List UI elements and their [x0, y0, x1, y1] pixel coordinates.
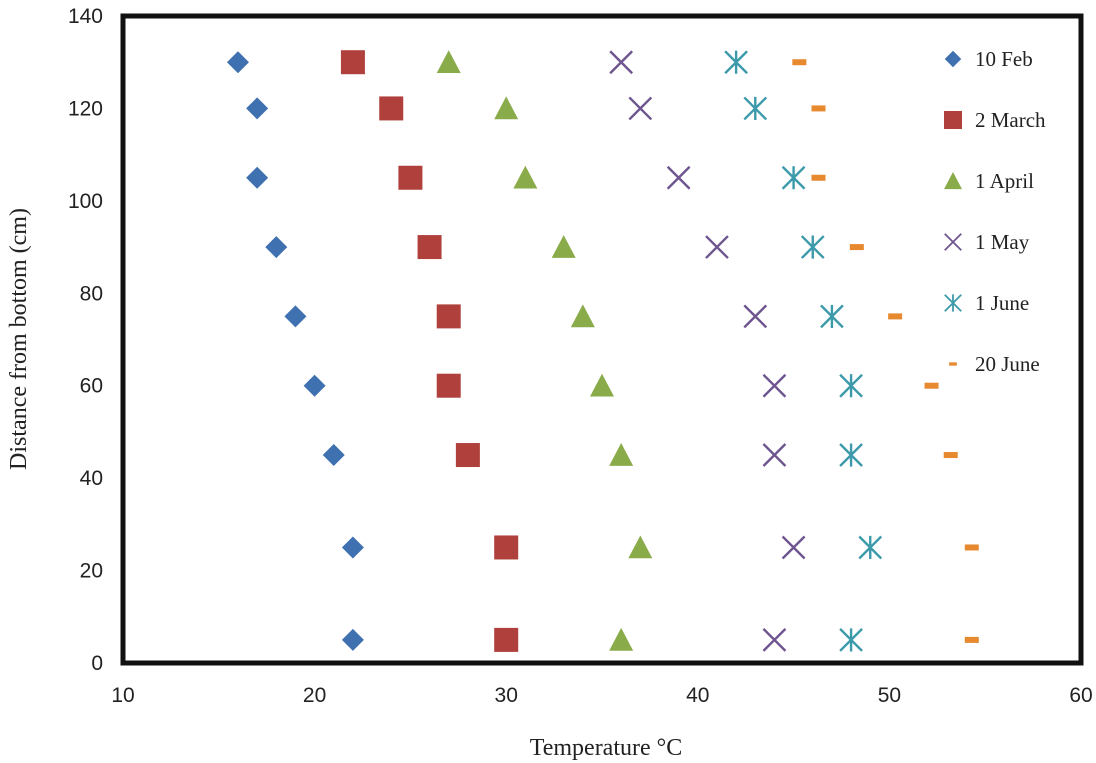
- point-1-april: [551, 235, 576, 258]
- plot-frame: [120, 13, 1084, 666]
- point-1-may: [781, 535, 806, 560]
- x-tick-label: 40: [686, 684, 709, 707]
- point-10-feb: [303, 374, 326, 397]
- point-2-march: [436, 373, 461, 398]
- point-1-may: [762, 373, 787, 398]
- point-20-june: [943, 452, 958, 459]
- point-1-april: [436, 50, 461, 74]
- legend-label-10-feb: 10 Feb: [975, 47, 1033, 71]
- y-tick-label: 140: [68, 5, 103, 28]
- point-1-april: [609, 443, 634, 466]
- point-20-june: [811, 105, 826, 112]
- point-10-feb: [284, 305, 307, 328]
- legend-marker-2-march: [944, 111, 962, 129]
- point-20-june: [811, 174, 826, 181]
- point-1-june: [839, 373, 863, 398]
- legend-label-1-april: 1 April: [975, 169, 1034, 193]
- axis-ticks: 10 20 30 40 50 60 0 20 40 60 80 100 120 140: [68, 5, 1093, 707]
- point-10-feb: [265, 236, 288, 259]
- point-1-may: [628, 96, 653, 121]
- y-tick-label: 120: [68, 97, 103, 120]
- point-1-june: [800, 235, 825, 259]
- point-10-feb: [322, 444, 345, 467]
- point-1-june: [724, 50, 748, 75]
- point-2-march: [379, 96, 404, 121]
- y-tick-label: 100: [68, 190, 103, 213]
- point-10-feb: [226, 51, 249, 74]
- point-1-may: [743, 304, 768, 329]
- x-axis-title: Temperature °C: [530, 735, 683, 761]
- point-1-april: [570, 304, 595, 328]
- point-10-feb: [246, 166, 269, 189]
- point-1-june: [839, 628, 863, 652]
- point-1-april: [590, 373, 614, 397]
- y-axis-title: Distance from bottom (cm): [6, 208, 32, 470]
- legend-label-20-june: 20 June: [975, 352, 1040, 376]
- data-points: [226, 50, 979, 652]
- x-tick-label: 60: [1069, 684, 1092, 707]
- y-tick-label: 60: [80, 375, 103, 398]
- legend-marker-10-feb: [944, 50, 962, 68]
- x-tick-label: 20: [303, 684, 326, 707]
- point-1-june: [858, 535, 883, 560]
- y-tick-label: 40: [80, 467, 103, 490]
- legend-label-1-june: 1 June: [975, 291, 1029, 315]
- x-tick-label: 30: [495, 684, 518, 707]
- point-10-feb: [341, 536, 364, 559]
- point-1-june: [820, 304, 844, 329]
- point-2-march: [340, 50, 365, 75]
- point-20-june: [888, 313, 903, 320]
- point-1-april: [513, 165, 538, 189]
- y-tick-label: 80: [80, 282, 103, 305]
- point-1-april: [494, 96, 519, 120]
- point-20-june: [924, 382, 939, 389]
- point-2-march: [494, 535, 519, 560]
- point-10-feb: [341, 628, 364, 651]
- y-tick-label: 20: [80, 560, 103, 583]
- y-tick-label: 0: [91, 652, 103, 675]
- point-1-june: [839, 443, 863, 467]
- point-1-may: [762, 443, 787, 467]
- point-20-june: [964, 544, 979, 551]
- point-2-march: [417, 235, 442, 260]
- point-1-june: [743, 96, 768, 121]
- point-1-may: [762, 628, 787, 652]
- legend-marker-20-june: [949, 362, 957, 366]
- x-tick-label: 50: [878, 684, 901, 707]
- point-1-may: [609, 50, 634, 75]
- point-2-march: [455, 443, 480, 468]
- legend-marker-1-june: [944, 294, 962, 312]
- point-20-june: [849, 244, 864, 251]
- x-tick-label: 10: [111, 684, 134, 707]
- point-2-march: [436, 304, 461, 329]
- point-1-may: [705, 235, 729, 259]
- point-2-march: [398, 165, 423, 190]
- point-20-june: [964, 636, 979, 643]
- point-1-june: [781, 165, 806, 190]
- legend-marker-1-april: [944, 172, 962, 190]
- point-1-april: [609, 627, 634, 651]
- point-2-march: [494, 627, 519, 652]
- point-1-may: [666, 165, 691, 190]
- point-20-june: [792, 59, 807, 66]
- point-10-feb: [246, 97, 269, 120]
- legend-marker-1-may: [944, 233, 962, 251]
- legend-label-1-may: 1 May: [975, 230, 1030, 254]
- legend-label-2-march: 2 March: [975, 108, 1046, 132]
- legend: 10 Feb 2 March 1 April 1 May 1 June 20 June: [944, 47, 1046, 376]
- point-1-april: [628, 535, 653, 559]
